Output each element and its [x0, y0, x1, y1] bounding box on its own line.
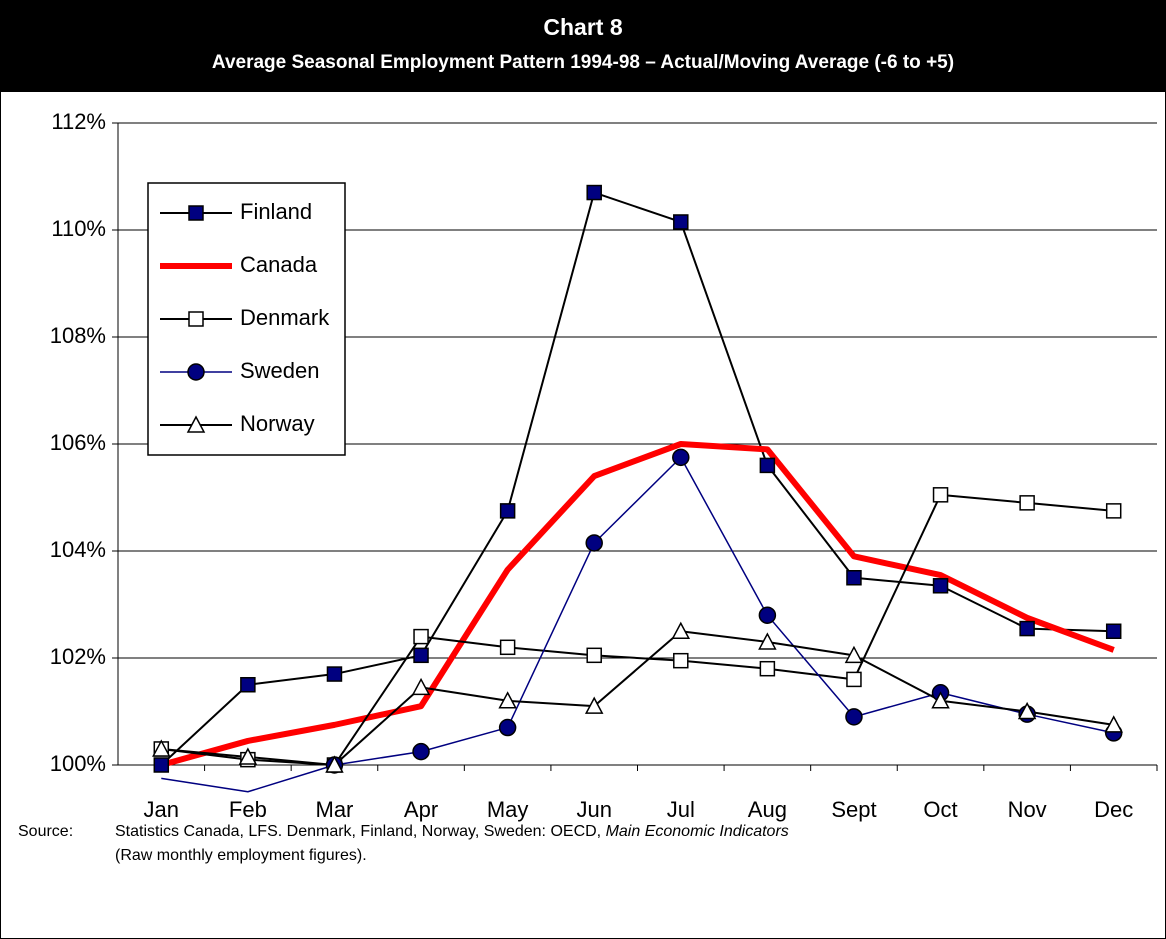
x-tick-label: Nov	[1008, 797, 1047, 822]
point-marker	[1017, 701, 1037, 720]
point-marker	[932, 578, 949, 594]
point-marker	[1019, 620, 1035, 637]
point-marker	[673, 214, 689, 230]
series-line	[160, 191, 1114, 766]
point-marker	[673, 652, 689, 669]
legend-label: Canada	[240, 252, 318, 277]
point-marker	[759, 457, 776, 474]
point-marker	[586, 184, 602, 201]
point-marker	[1019, 495, 1035, 511]
point-marker	[846, 570, 862, 586]
x-tick-label: Sept	[831, 797, 876, 822]
point-marker	[240, 677, 256, 693]
point-marker	[499, 503, 516, 519]
point-marker	[412, 742, 430, 761]
source-text: Statistics Canada, LFS. Denmark, Finland…	[115, 823, 601, 840]
point-marker	[671, 621, 691, 639]
x-tick-label: May	[487, 797, 529, 822]
chart-subtitle: Average Seasonal Employment Pattern 1994…	[212, 52, 954, 73]
x-tick-label: Apr	[404, 797, 438, 822]
point-marker	[413, 647, 429, 664]
x-tick-label: Aug	[748, 797, 787, 822]
y-tick-label: 100%	[50, 751, 106, 776]
x-tick-label: Mar	[316, 797, 354, 822]
point-marker	[498, 691, 517, 709]
point-marker	[585, 534, 603, 552]
y-tick-label: 102%	[50, 644, 106, 669]
legend-marker	[186, 415, 206, 433]
x-tick-label: Oct	[923, 797, 957, 822]
point-marker	[153, 757, 170, 773]
legend-marker	[188, 205, 204, 221]
y-tick-label: 108%	[50, 323, 106, 348]
source-label: Source:	[18, 823, 73, 840]
point-marker	[758, 632, 777, 650]
header-band	[0, 0, 1166, 92]
point-marker	[846, 671, 862, 688]
legend-marker	[188, 311, 204, 327]
x-tick-label: Dec	[1094, 797, 1133, 822]
y-tick-label: 104%	[50, 537, 106, 562]
y-tick-label: 112%	[51, 109, 106, 134]
source-note: Statistics Canada, LFS. Denmark, Finland…	[115, 823, 789, 840]
point-marker	[152, 739, 171, 757]
point-marker	[413, 628, 429, 645]
point-marker	[759, 660, 776, 677]
series-line	[161, 456, 1114, 793]
x-tick-label: Jul	[667, 797, 695, 822]
legend-label: Denmark	[240, 305, 330, 330]
point-marker	[326, 666, 343, 682]
x-tick-label: Jun	[576, 797, 611, 822]
point-marker	[238, 747, 258, 765]
point-marker	[584, 696, 604, 714]
x-tick-label: Jan	[144, 797, 179, 822]
point-marker	[672, 448, 690, 467]
source-line2: (Raw monthly employment figures).	[115, 847, 367, 864]
point-marker	[845, 708, 863, 726]
point-marker	[758, 606, 777, 624]
point-marker	[498, 718, 517, 737]
chart-title: Chart 8	[543, 14, 622, 40]
series-line	[161, 630, 1114, 766]
x-tick-label: Feb	[229, 797, 267, 822]
point-marker	[411, 677, 431, 696]
point-marker	[844, 645, 864, 664]
legend-label: Sweden	[240, 358, 320, 383]
point-marker	[1105, 623, 1122, 639]
series-line	[160, 441, 1115, 768]
y-tick-label: 110%	[51, 216, 106, 241]
point-marker	[499, 639, 516, 656]
point-marker	[325, 755, 344, 773]
point-marker	[932, 487, 949, 503]
legend-marker	[187, 363, 205, 381]
point-marker	[1105, 503, 1122, 519]
source-italic: Main Economic Indicators	[606, 823, 789, 840]
point-marker	[931, 691, 950, 709]
legend-label: Norway	[240, 411, 315, 436]
y-tick-label: 106%	[50, 430, 106, 455]
point-marker	[586, 647, 602, 664]
legend-label: Finland	[240, 199, 312, 224]
point-marker	[1104, 715, 1123, 733]
